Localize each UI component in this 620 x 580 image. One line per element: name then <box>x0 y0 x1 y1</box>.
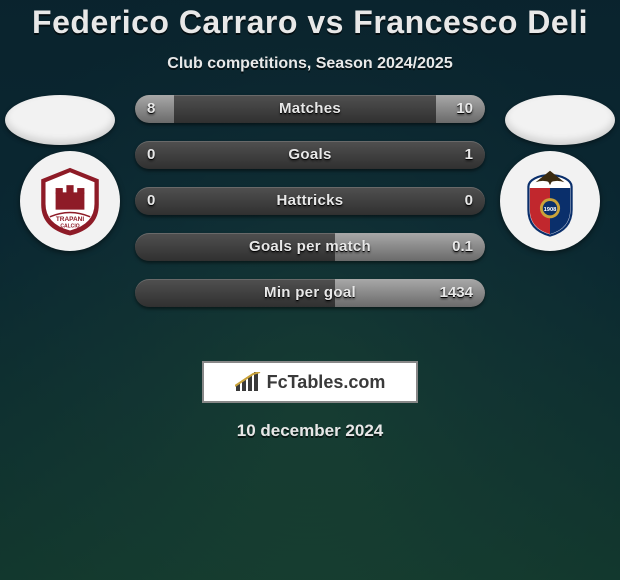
stat-value-left: 0 <box>147 141 155 169</box>
stat-label: Hattricks <box>277 187 344 215</box>
comparison-infographic: Federico Carraro vs Francesco Deli Club … <box>0 0 620 580</box>
subtitle: Club competitions, Season 2024/2025 <box>0 55 620 73</box>
left-jersey-icon <box>5 95 115 145</box>
svg-text:1908: 1908 <box>544 207 558 213</box>
stat-value-right: 0.1 <box>452 233 473 261</box>
chart-icon <box>235 372 261 392</box>
date-text: 10 december 2024 <box>0 421 620 441</box>
trapani-crest-icon: TRAPANI CALCIO <box>34 165 106 237</box>
stat-value-right: 0 <box>465 187 473 215</box>
stat-label: Min per goal <box>264 279 356 307</box>
stat-label: Matches <box>279 95 341 123</box>
left-club-badge: TRAPANI CALCIO <box>20 151 120 251</box>
stat-label: Goals <box>288 141 331 169</box>
stat-row-min-per-goal: Min per goal 1434 <box>135 279 485 307</box>
casertana-crest-icon: 1908 <box>514 165 586 237</box>
right-club-badge: 1908 <box>500 151 600 251</box>
stat-row-goals: 0 Goals 1 <box>135 141 485 169</box>
stat-value-left: 8 <box>147 95 155 123</box>
stat-row-matches: 8 Matches 10 <box>135 95 485 123</box>
stat-row-hattricks: 0 Hattricks 0 <box>135 187 485 215</box>
brand-text: FcTables.com <box>267 372 386 393</box>
svg-text:CALCIO: CALCIO <box>60 224 79 230</box>
page-title: Federico Carraro vs Francesco Deli <box>0 0 620 41</box>
stat-value-left: 0 <box>147 187 155 215</box>
brand-logo-box: FcTables.com <box>202 361 418 403</box>
stat-value-right: 1 <box>465 141 473 169</box>
stat-value-right: 10 <box>456 95 473 123</box>
stats-bars: 8 Matches 10 0 Goals 1 0 Hattricks 0 <box>135 95 485 325</box>
right-jersey-icon <box>505 95 615 145</box>
svg-text:TRAPANI: TRAPANI <box>56 216 84 223</box>
stat-row-goals-per-match: Goals per match 0.1 <box>135 233 485 261</box>
comparison-arena: TRAPANI CALCIO 1908 8 <box>0 95 620 345</box>
stat-label: Goals per match <box>249 233 371 261</box>
stat-value-right: 1434 <box>440 279 473 307</box>
